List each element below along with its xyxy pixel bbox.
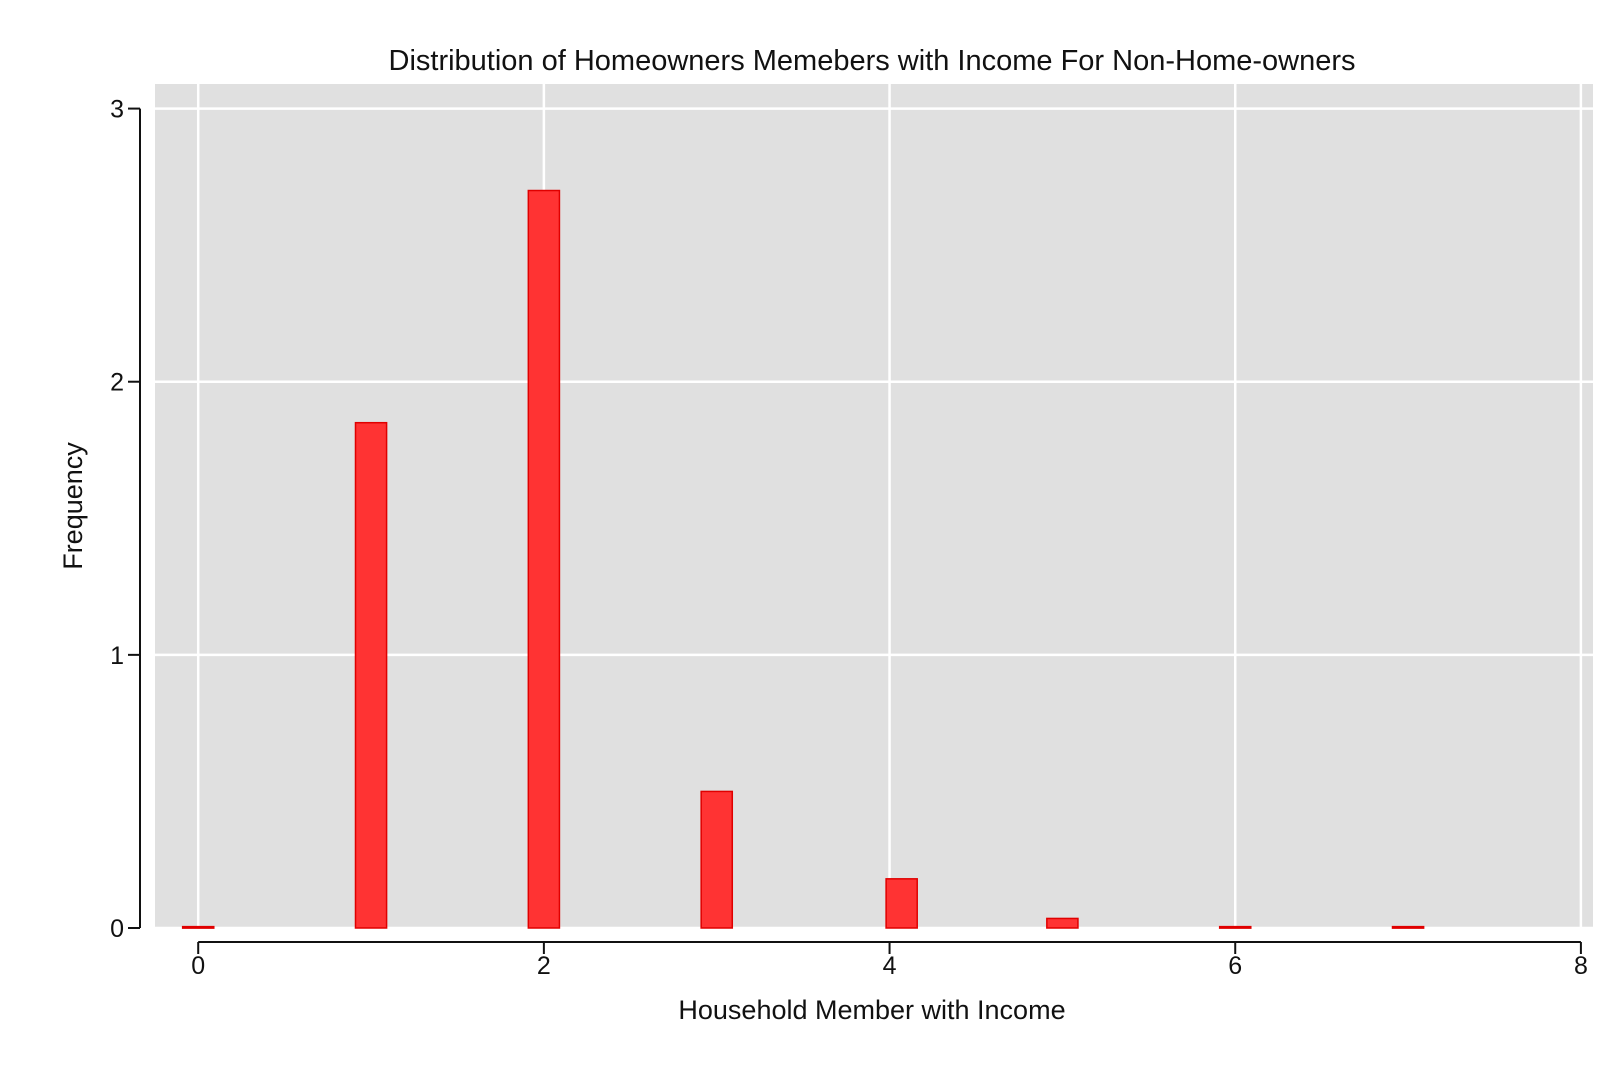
x-tick-label: 8 <box>1574 952 1588 980</box>
histogram-bar <box>527 189 561 929</box>
histogram-bar <box>181 925 215 929</box>
chart-title: Distribution of Homeowners Memebers with… <box>389 45 1356 77</box>
histogram-bar <box>885 878 918 929</box>
x-tick-label: 6 <box>1228 952 1242 980</box>
histogram-bar <box>1218 925 1252 929</box>
histogram-bars <box>181 189 1425 929</box>
y-tick-label: 3 <box>110 96 124 124</box>
x-tick-label: 2 <box>537 952 551 980</box>
histogram-bar <box>1391 925 1425 929</box>
x-tick-label: 4 <box>883 952 897 980</box>
y-tick-label: 1 <box>110 642 124 670</box>
y-axis: 0 1 2 3 <box>110 96 141 943</box>
x-tick-label: 0 <box>191 952 205 980</box>
plot-panel <box>155 84 1593 928</box>
y-axis-title: Frequency <box>58 442 88 570</box>
histogram-bar <box>1046 917 1079 929</box>
histogram-bar <box>354 421 388 929</box>
histogram-bar <box>700 790 734 929</box>
x-axis-title: Household Member with Income <box>678 995 1065 1025</box>
x-axis: 0 2 4 6 8 <box>191 941 1588 980</box>
y-tick-label: 2 <box>110 369 124 397</box>
y-tick-label: 0 <box>110 915 124 943</box>
